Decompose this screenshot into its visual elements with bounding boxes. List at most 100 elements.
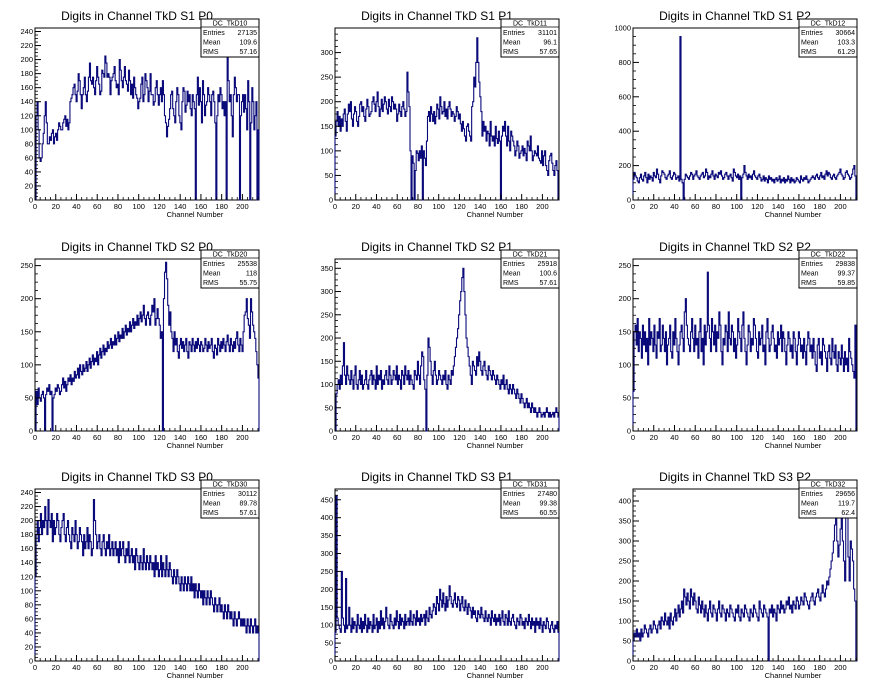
y-tick-label: 200	[320, 585, 333, 594]
x-tick-label: 100	[432, 663, 445, 672]
stats-value: 99.37	[837, 271, 855, 278]
x-tick-label: 100	[432, 433, 445, 442]
y-tick-label: 140	[20, 97, 33, 106]
x-tick-label: 100	[132, 433, 145, 442]
stats-box	[200, 249, 260, 289]
stats-label: Mean	[203, 40, 221, 47]
x-tick-label: 80	[114, 663, 122, 672]
x-tick-label: 120	[153, 663, 166, 672]
histogram-series	[34, 498, 260, 661]
stats-label: RMS	[203, 280, 219, 287]
y-tick-label: 200	[20, 516, 33, 525]
stats-label: Mean	[203, 271, 221, 278]
plot-frame	[334, 488, 560, 662]
histogram-series	[335, 267, 560, 432]
x-tick-label: 180	[215, 433, 228, 442]
x-tick-label: 160	[195, 663, 208, 672]
y-tick-label: 300	[320, 549, 333, 558]
x-tick-label: 180	[813, 663, 826, 672]
x-tick-label: 160	[495, 202, 508, 211]
stats-label: Mean	[503, 501, 521, 508]
y-tick-label: 400	[618, 497, 631, 506]
histogram-title: Digits in Channel TkD S2 P2	[659, 240, 811, 254]
stats-value: 61.29	[837, 49, 855, 56]
stats-value: 109.6	[239, 40, 257, 47]
x-tick-label: 40	[670, 663, 678, 672]
x-tick-label: 180	[813, 202, 826, 211]
stats-value: 99.38	[539, 501, 557, 508]
x-tick-label: 140	[474, 663, 487, 672]
histogram-panel: Digits in Channel TkD S2 P0 0 20 40 60 80 100 1…	[20, 240, 260, 450]
stats-label: RMS	[801, 510, 817, 517]
y-tick-label: 200	[320, 334, 333, 343]
x-tick-label: 40	[372, 663, 380, 672]
x-tick-label: 120	[453, 663, 466, 672]
stats-name: DC_TkD12	[811, 21, 846, 28]
x-tick-label: 80	[414, 433, 422, 442]
y-tick-label: 50	[325, 403, 333, 412]
x-tick-label: 0	[631, 433, 635, 442]
stats-value: 30664	[836, 30, 856, 37]
stats-name: DC_TkD10	[213, 21, 248, 28]
stats-value: 57.61	[539, 280, 557, 287]
stats-box	[500, 479, 560, 519]
stats-box	[500, 249, 560, 289]
stats-label: Mean	[801, 501, 819, 508]
x-tick-label: 160	[793, 663, 806, 672]
x-axis-label: Channel Number	[765, 441, 822, 450]
y-tick-label: 20	[25, 642, 33, 651]
y-tick-label: 300	[618, 537, 631, 546]
y-tick-label: 400	[618, 127, 631, 136]
x-tick-label: 100	[730, 202, 743, 211]
y-tick-label: 150	[20, 327, 33, 336]
y-tick-label: 60	[25, 153, 33, 162]
y-tick-label: 240	[20, 27, 33, 36]
x-tick-label: 160	[195, 433, 208, 442]
x-tick-label: 120	[153, 433, 166, 442]
y-tick-label: 450	[320, 495, 333, 504]
y-tick-label: 180	[20, 530, 33, 539]
stats-label: RMS	[801, 49, 817, 56]
histogram-title: Digits in Channel TkD S2 P1	[361, 240, 513, 254]
x-tick-label: 20	[650, 663, 658, 672]
y-tick-label: 100	[20, 586, 33, 595]
stats-label: Mean	[503, 271, 521, 278]
histogram-title: Digits in Channel TkD S3 P1	[361, 470, 513, 484]
y-tick-label: 120	[20, 111, 33, 120]
x-tick-label: 20	[352, 663, 360, 672]
y-tick-label: 350	[618, 517, 631, 526]
x-tick-label: 80	[414, 663, 422, 672]
x-tick-label: 100	[432, 202, 445, 211]
x-tick-label: 200	[834, 202, 847, 211]
x-tick-label: 20	[650, 433, 658, 442]
y-tick-label: 50	[325, 639, 333, 648]
histogram-series	[632, 271, 857, 432]
x-tick-label: 20	[52, 433, 60, 442]
stats-value: 89.78	[239, 501, 257, 508]
stats-label: Entries	[503, 491, 525, 498]
stats-name: DC_TkD21	[513, 252, 548, 259]
x-tick-label: 100	[730, 663, 743, 672]
y-tick-label: 200	[20, 55, 33, 64]
histogram-title: Digits in Channel TkD S3 P2	[659, 470, 811, 484]
plot-frame	[632, 488, 858, 662]
x-tick-label: 200	[236, 433, 249, 442]
y-tick-label: 0	[627, 427, 631, 436]
x-axis-label: Channel Number	[467, 671, 524, 680]
x-tick-label: 60	[393, 202, 401, 211]
histogram-panel: Digits in Channel TkD S3 P0 0 20 40 60 80 100 1…	[20, 470, 260, 680]
x-tick-label: 140	[474, 433, 487, 442]
stats-value: 62.4	[841, 510, 855, 517]
x-tick-label: 120	[453, 202, 466, 211]
x-axis-label: Channel Number	[765, 210, 822, 219]
histogram-panel: Digits in Channel TkD S2 P2 0 20 40 60 80 100 1…	[618, 240, 858, 450]
stats-name: DC_TkD20	[213, 252, 248, 259]
y-tick-label: 200	[20, 294, 33, 303]
x-axis-label: Channel Number	[467, 441, 524, 450]
y-tick-label: 0	[29, 196, 33, 205]
y-tick-label: 100	[20, 360, 33, 369]
x-axis-label: Channel Number	[467, 210, 524, 219]
plot-frame	[34, 27, 260, 201]
y-tick-label: 0	[29, 657, 33, 666]
histogram-title: Digits in Channel TkD S1 P1	[361, 9, 513, 23]
